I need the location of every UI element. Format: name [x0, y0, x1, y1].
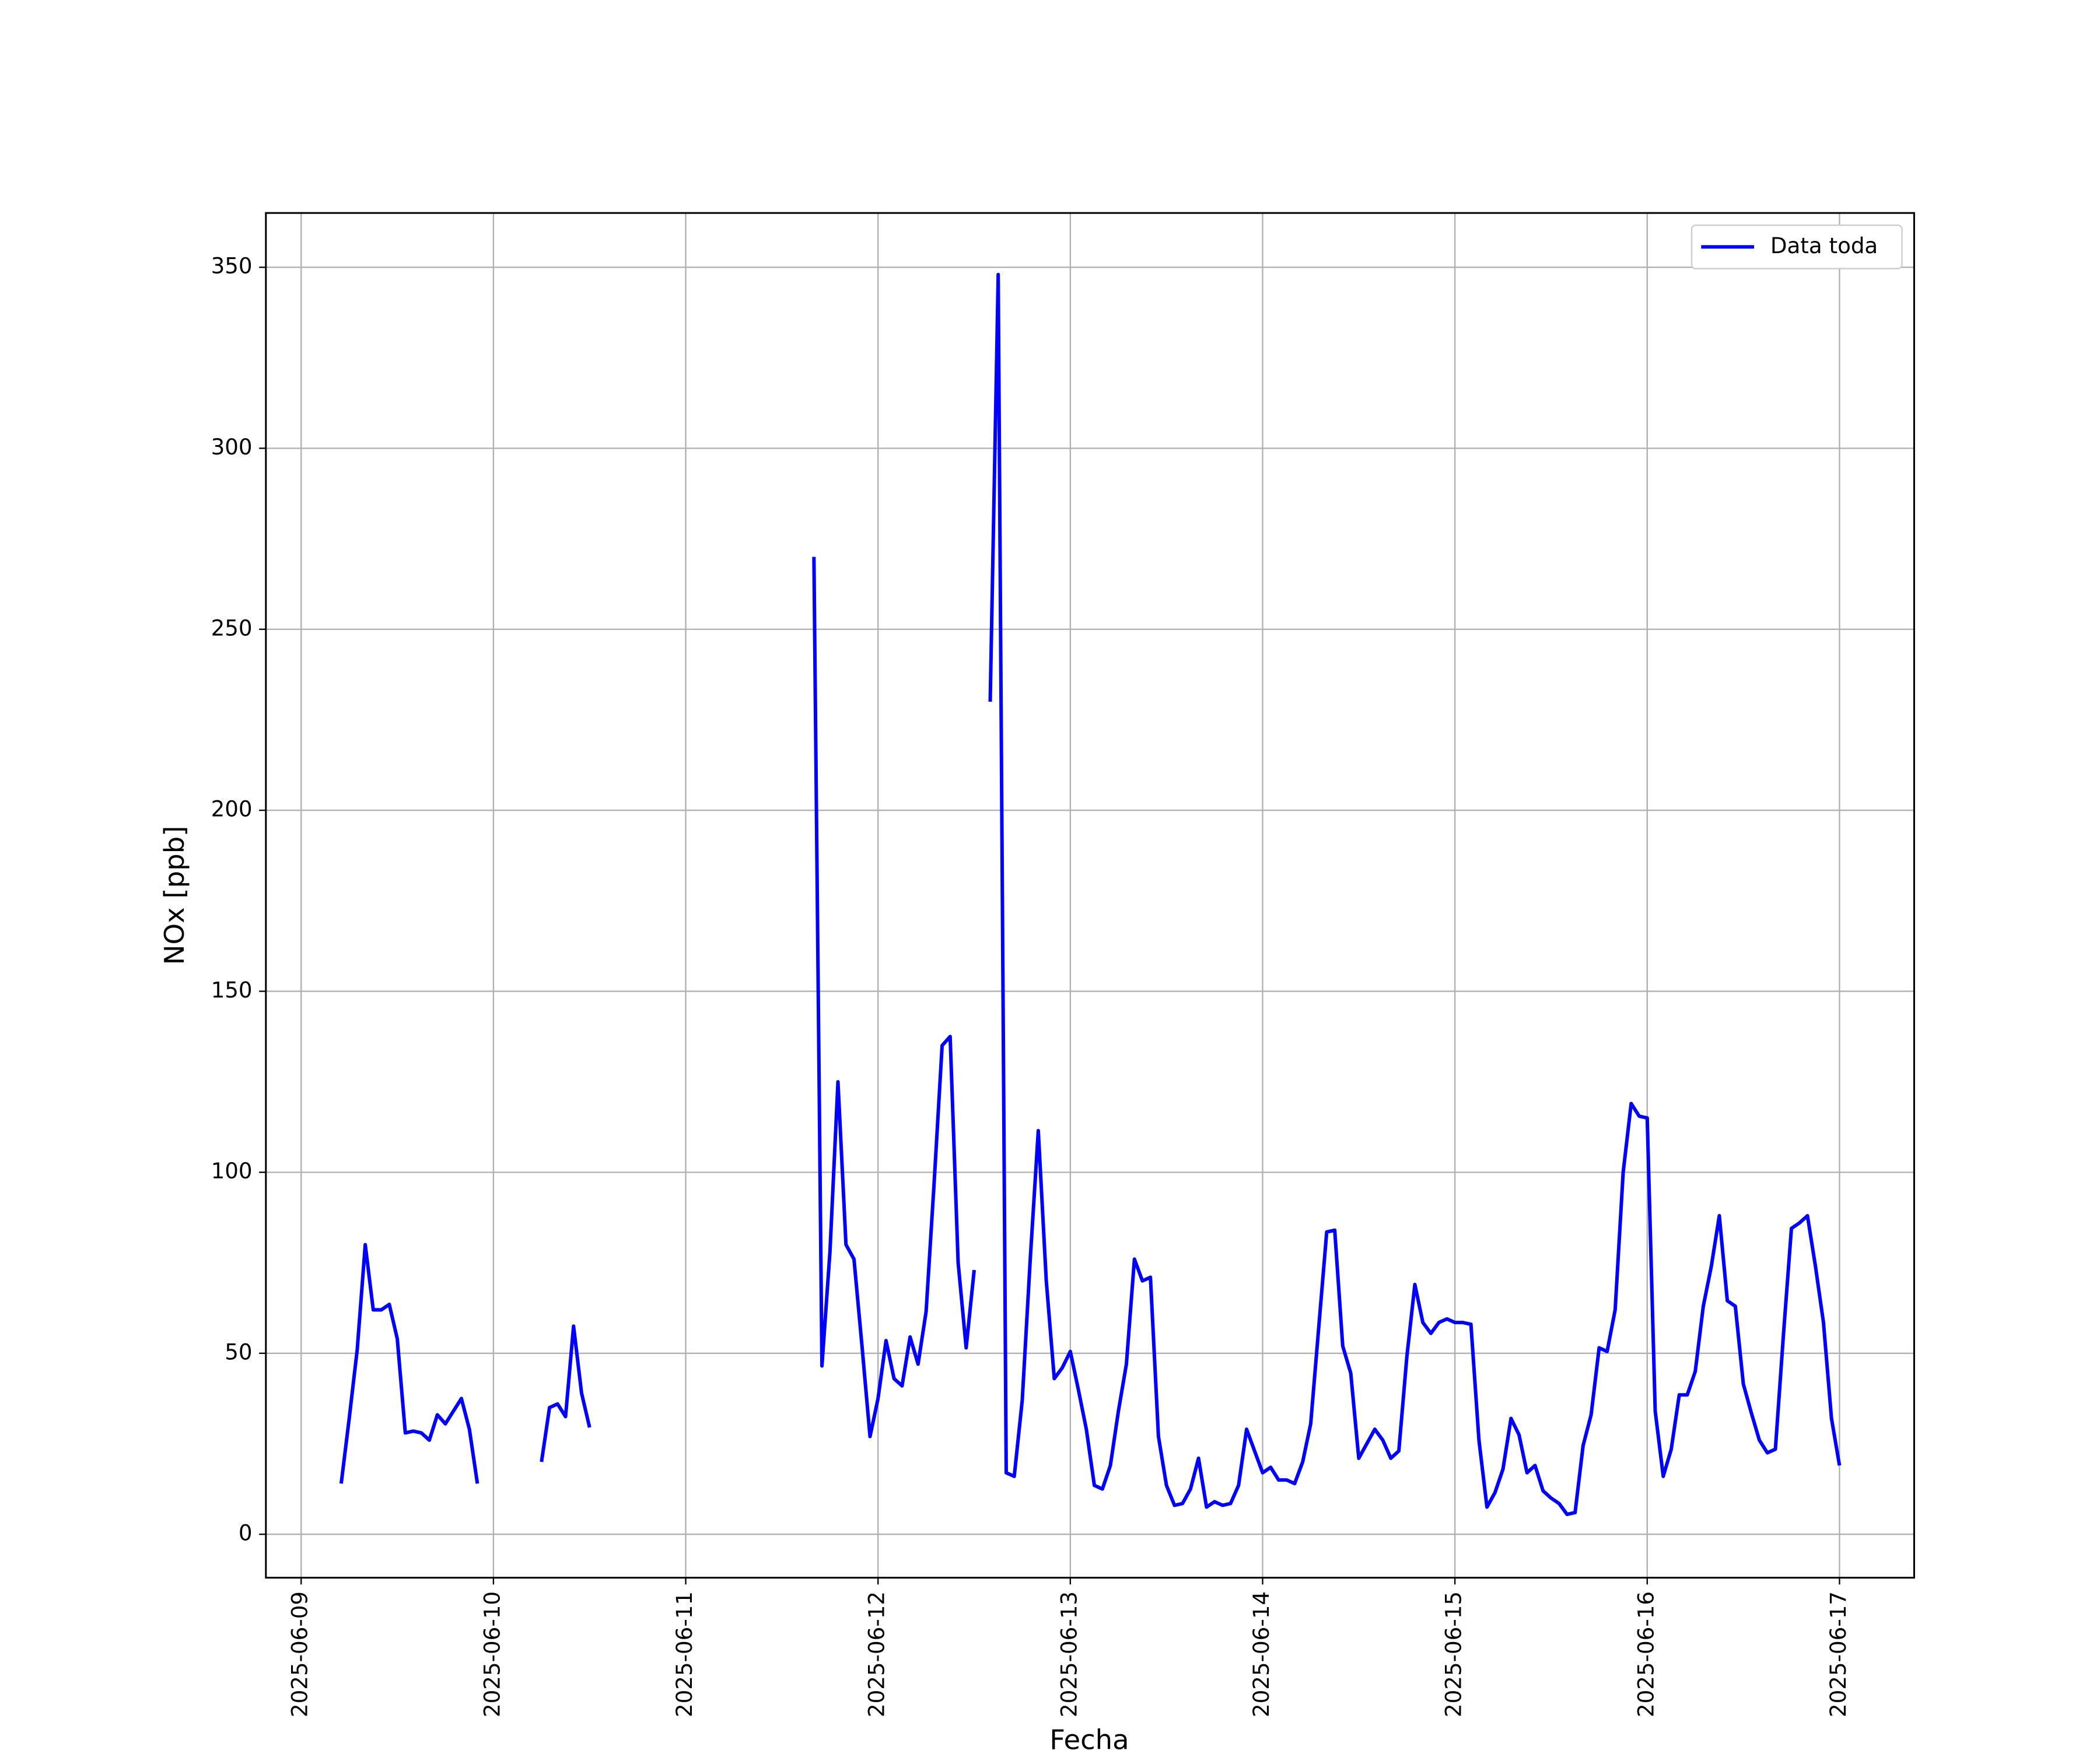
x-tick-label: 2025-06-16 [1633, 1591, 1658, 1717]
y-tick-label: 300 [211, 434, 253, 460]
x-tick-label: 2025-06-17 [1825, 1591, 1851, 1717]
x-axis-label: Fecha [1049, 1724, 1129, 1750]
y-tick-label: 150 [211, 977, 253, 1003]
y-tick-label: 100 [211, 1158, 253, 1184]
legend-box [1690, 224, 1903, 270]
legend: Data toda [1690, 224, 1903, 270]
x-tick-label: 2025-06-14 [1248, 1591, 1274, 1717]
plot-frame [265, 212, 1915, 1579]
data-line [339, 272, 1842, 1517]
legend-label: Data toda [1770, 233, 1878, 258]
y-tick-label: 350 [211, 253, 253, 279]
x-tick-label: 2025-06-10 [479, 1591, 505, 1717]
x-tick-label: 2025-06-11 [671, 1591, 697, 1717]
y-axis-label: NOx [ppb] [159, 826, 190, 965]
x-tick-label: 2025-06-13 [1056, 1591, 1082, 1717]
y-tick-label: 250 [211, 615, 253, 640]
x-tick-label: 2025-06-09 [287, 1591, 313, 1717]
y-tick-label: 50 [225, 1339, 252, 1364]
y-tick-label: 200 [211, 796, 253, 822]
x-tick-label: 2025-06-15 [1441, 1591, 1466, 1717]
y-tick-label: 0 [239, 1520, 253, 1546]
x-tick-label: 2025-06-12 [864, 1591, 890, 1717]
